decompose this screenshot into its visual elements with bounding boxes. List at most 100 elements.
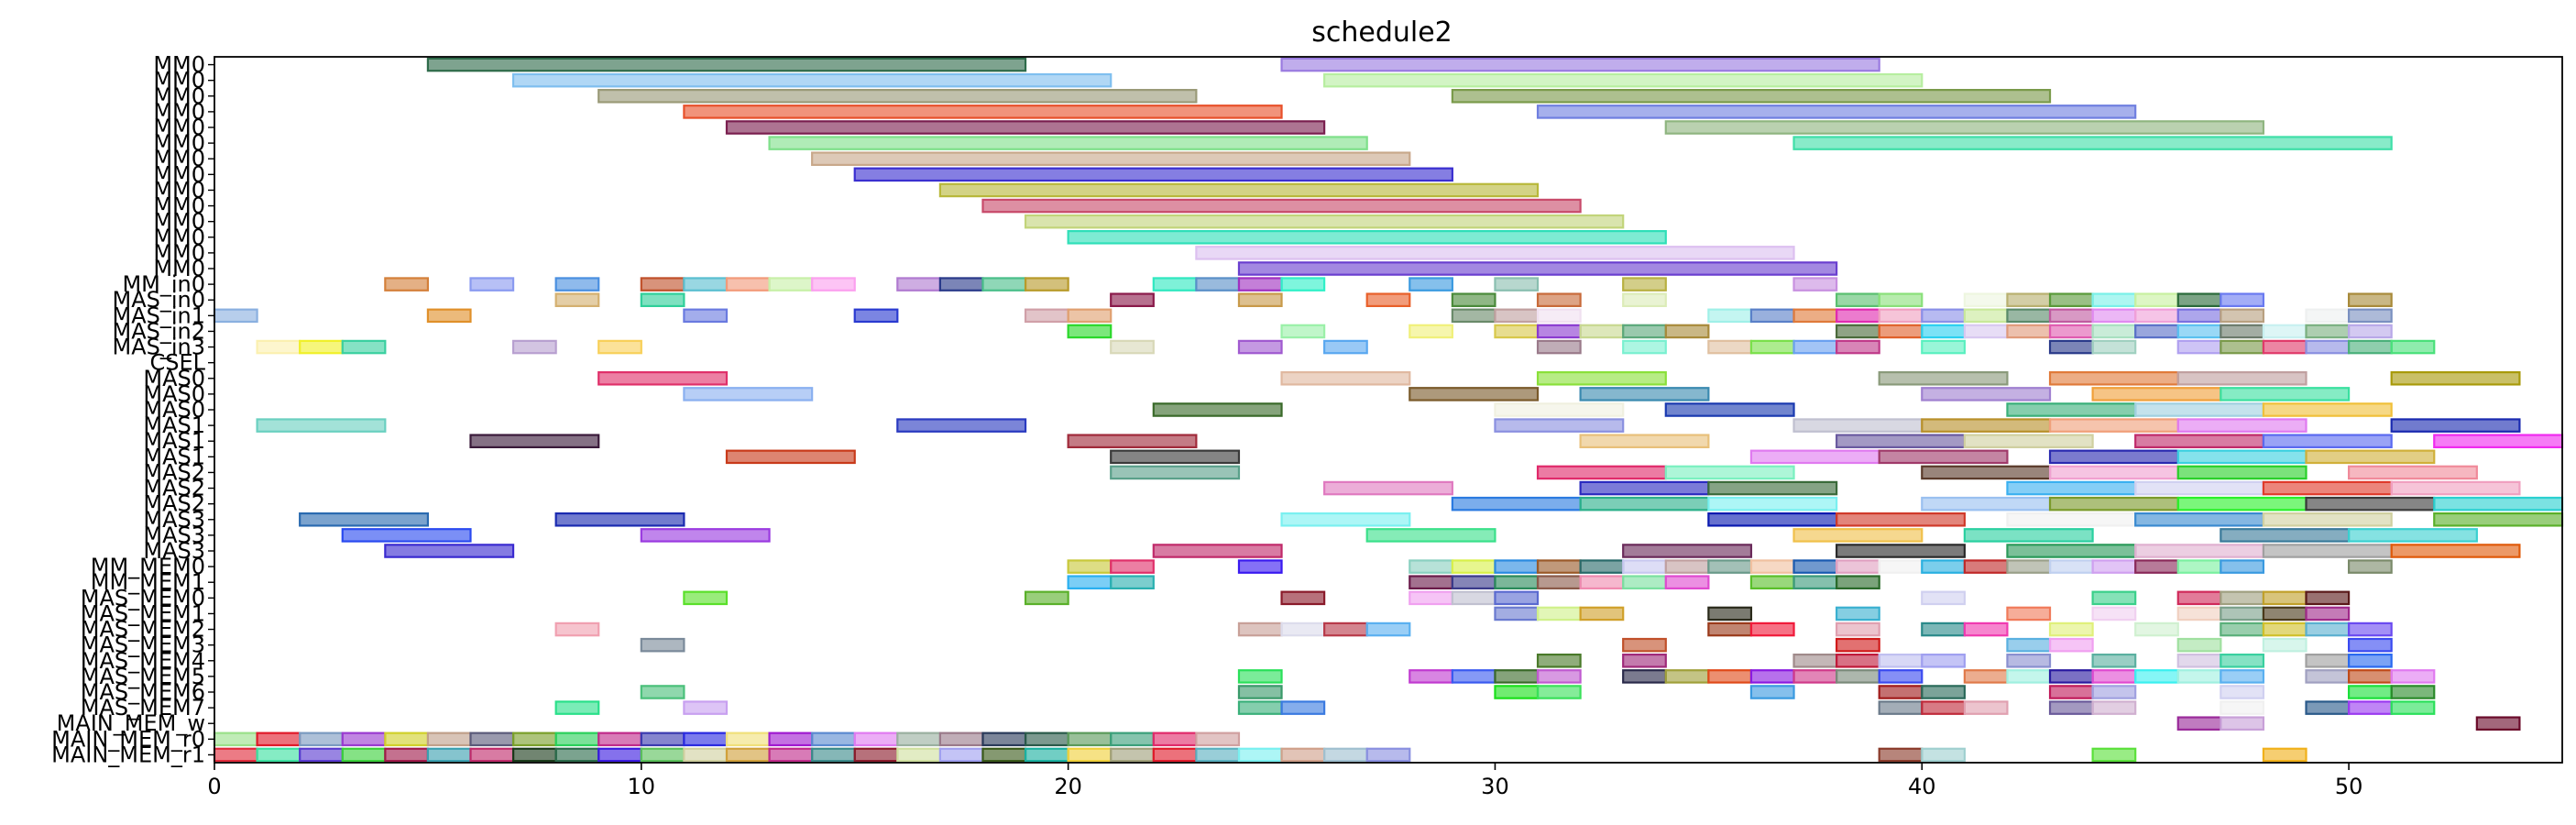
- y-row-label: MM0: [153, 256, 205, 281]
- schedule-bar-124: [2347, 339, 2393, 355]
- y-row-label: MAS_in1: [112, 302, 205, 328]
- schedule-bar-126: [597, 371, 729, 386]
- schedule-bar-315: [1664, 669, 1710, 684]
- schedule-bar-143: [2134, 402, 2265, 417]
- schedule-bar-369: [640, 732, 685, 747]
- schedule-bar-109: [1237, 339, 1283, 355]
- schedule-bar-25: [725, 277, 771, 292]
- schedule-bar-357: [2220, 716, 2265, 731]
- schedule-bar-309: [1237, 669, 1283, 684]
- schedule-bar-270: [2220, 606, 2265, 622]
- schedule-bar-132: [2390, 371, 2521, 386]
- schedule-bar-182: [1451, 496, 1582, 512]
- y-row-label: MAS2: [143, 459, 205, 485]
- schedule-bar-230: [1963, 559, 2009, 574]
- schedule-bar-51: [2006, 292, 2052, 307]
- schedule-bar-40: [554, 292, 600, 307]
- schedule-bar-296: [2347, 637, 2393, 653]
- schedule-bar-396: [768, 747, 814, 763]
- schedule-bar-347: [1878, 700, 1924, 715]
- schedule-bar-299: [1792, 654, 1838, 668]
- schedule-bar-282: [1963, 622, 2009, 637]
- schedule-bar-377: [981, 732, 1027, 747]
- schedule-bar-262: [1494, 606, 1540, 622]
- schedule-bar-242: [1494, 575, 1540, 589]
- y-row-label: MM_MEM1: [91, 569, 205, 595]
- chart-title: schedule2: [1311, 16, 1452, 49]
- schedule-bar-243: [1536, 575, 1582, 589]
- schedule-bar-158: [2134, 434, 2265, 448]
- schedule-bar-214: [1067, 559, 1113, 574]
- schedule-bar-290: [1622, 637, 1667, 653]
- schedule-bar-254: [1451, 590, 1496, 606]
- schedule-bar-400: [938, 747, 984, 763]
- schedule-bar-8: [725, 120, 1326, 135]
- schedule-bar-58: [213, 308, 258, 324]
- schedule-bar-32: [1152, 277, 1198, 292]
- y-row-label: MAS1: [143, 428, 205, 454]
- schedule-bar-226: [1792, 559, 1838, 574]
- schedule-bar-353: [2305, 700, 2351, 715]
- schedule-bar-288: [2347, 622, 2393, 637]
- schedule-bar-69: [1792, 308, 1838, 324]
- schedule-bar-125: [2390, 339, 2436, 355]
- schedule-bar-34: [1237, 277, 1283, 292]
- schedule-bar-283: [2048, 622, 2094, 637]
- schedule-bar-9: [1664, 120, 2265, 135]
- schedule-bar-54: [2134, 292, 2179, 307]
- x-tick-label: 10: [628, 774, 656, 799]
- schedule-bar-310: [1409, 669, 1453, 684]
- schedule-bar-190: [299, 512, 430, 527]
- schedule-bar-128: [1536, 371, 1667, 386]
- y-row-label: MAS_in3: [112, 335, 205, 360]
- schedule-bar-311: [1451, 669, 1496, 684]
- schedule-bar-222: [1622, 559, 1667, 574]
- schedule-bar-78: [2176, 308, 2222, 324]
- schedule-bar-144: [2262, 402, 2393, 417]
- schedule-bar-356: [2176, 716, 2222, 731]
- schedule-bar-285: [2220, 622, 2265, 637]
- schedule-bar-263: [1536, 606, 1582, 622]
- schedule-bar-189: [2433, 496, 2564, 512]
- schedule-bar-197: [2262, 512, 2393, 527]
- schedule-bar-67: [1707, 308, 1753, 324]
- schedule-bar-378: [1024, 732, 1069, 747]
- schedule-bar-354: [2347, 700, 2393, 715]
- schedule-bar-381: [1152, 732, 1198, 747]
- schedule-bar-300: [1836, 654, 1880, 668]
- schedule-bar-260: [2262, 590, 2307, 606]
- y-row-label: MAS_MEM0: [81, 585, 205, 610]
- schedule-bar-239: [1110, 575, 1155, 589]
- schedule-bar-211: [2134, 544, 2265, 558]
- schedule-bar-1: [1280, 57, 1880, 72]
- schedule-bar-370: [683, 732, 729, 747]
- schedule-bar-375: [896, 732, 941, 747]
- schedule-bar-20: [384, 277, 430, 292]
- schedule-bar-181: [2390, 480, 2521, 496]
- schedule-bar-345: [1237, 700, 1283, 715]
- schedule-bar-326: [2176, 669, 2222, 684]
- schedule-bar-0: [426, 57, 1027, 72]
- schedule-bar-398: [853, 747, 899, 763]
- schedule-bar-137: [2091, 387, 2222, 402]
- schedule-bar-342: [2390, 685, 2436, 699]
- schedule-bar-314: [1622, 669, 1667, 684]
- schedule-bar-240: [1409, 575, 1453, 589]
- schedule-bar-234: [2134, 559, 2179, 574]
- schedule-bar-275: [1280, 622, 1326, 637]
- schedule-bar-414: [2262, 747, 2307, 763]
- schedule-bar-249: [1836, 575, 1880, 589]
- schedule-bar-224: [1707, 559, 1753, 574]
- x-axis: 0 10 20 30 40 50: [207, 763, 2362, 799]
- schedule-bar-45: [1451, 292, 1496, 307]
- schedule-bar-73: [1963, 308, 2009, 324]
- y-row-label: MM0: [153, 161, 205, 187]
- schedule-bar-231: [2006, 559, 2052, 574]
- schedule-bar-325: [2134, 669, 2179, 684]
- x-tick-label: 30: [1481, 774, 1509, 799]
- schedule-bar-220: [1536, 559, 1582, 574]
- schedule-bar-408: [1280, 747, 1326, 763]
- schedule-bar-225: [1749, 559, 1795, 574]
- schedule-bar-114: [1749, 339, 1795, 355]
- schedule-bar-119: [2091, 339, 2137, 355]
